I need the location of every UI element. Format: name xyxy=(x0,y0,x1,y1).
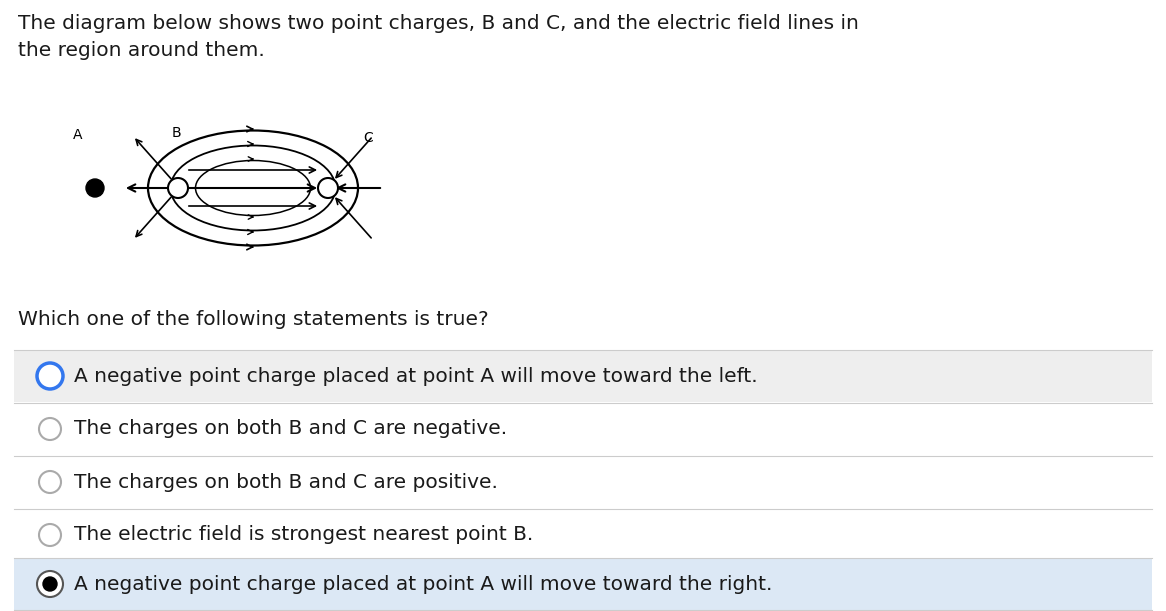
FancyBboxPatch shape xyxy=(14,350,1152,402)
Circle shape xyxy=(38,524,61,546)
Circle shape xyxy=(43,577,57,591)
Circle shape xyxy=(318,178,338,198)
Text: C: C xyxy=(363,131,373,145)
Text: Which one of the following statements is true?: Which one of the following statements is… xyxy=(17,310,489,329)
Circle shape xyxy=(37,571,63,597)
Circle shape xyxy=(86,179,104,197)
Text: B: B xyxy=(171,126,181,140)
FancyBboxPatch shape xyxy=(14,456,1152,508)
Text: A negative point charge placed at point A will move toward the left.: A negative point charge placed at point … xyxy=(73,367,758,386)
Circle shape xyxy=(38,471,61,493)
FancyBboxPatch shape xyxy=(14,403,1152,455)
Text: The electric field is strongest nearest point B.: The electric field is strongest nearest … xyxy=(73,525,533,544)
Text: The charges on both B and C are positive.: The charges on both B and C are positive… xyxy=(73,472,498,491)
Text: A: A xyxy=(73,128,83,142)
Circle shape xyxy=(168,178,188,198)
Text: The diagram below shows two point charges, B and C, and the electric field lines: The diagram below shows two point charge… xyxy=(17,14,859,59)
Circle shape xyxy=(37,363,63,389)
Text: A negative point charge placed at point A will move toward the right.: A negative point charge placed at point … xyxy=(73,574,772,593)
FancyBboxPatch shape xyxy=(14,509,1152,561)
Text: The charges on both B and C are negative.: The charges on both B and C are negative… xyxy=(73,420,507,439)
FancyBboxPatch shape xyxy=(14,558,1152,610)
Circle shape xyxy=(38,418,61,440)
